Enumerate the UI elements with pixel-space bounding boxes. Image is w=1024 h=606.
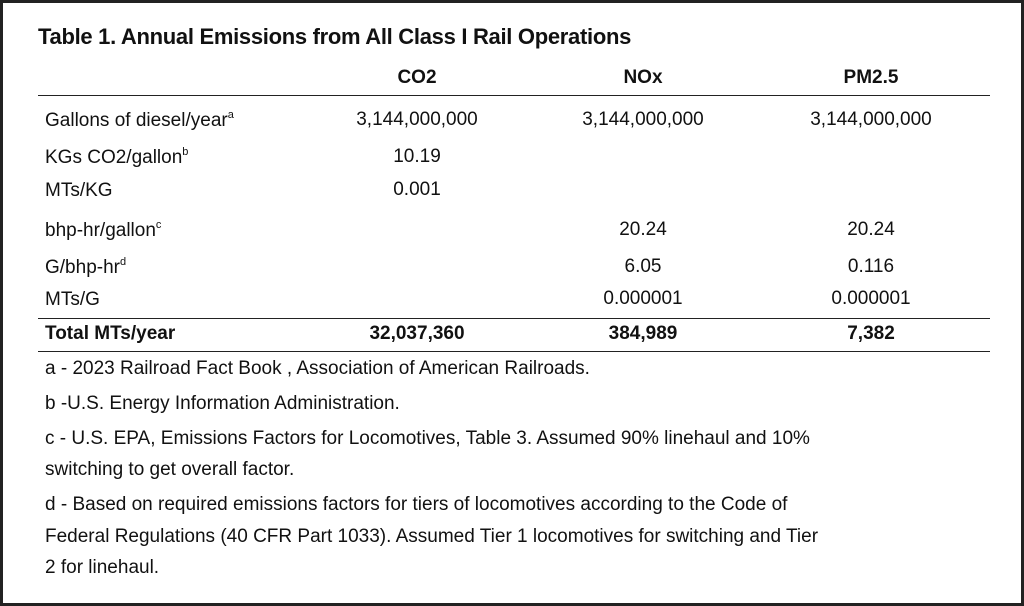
footnote: Federal Regulations (40 CFR Part 1033). … <box>45 526 819 547</box>
row-label: G/bhp-hrd <box>45 256 126 279</box>
row-label: Gallons of diesel/yeara <box>45 109 234 132</box>
footnote: 2 for linehaul. <box>45 557 160 578</box>
row-label-text: MTs/KG <box>45 180 113 201</box>
total-row: Total MTs/year 32,037,360 384,989 7,382 <box>0 323 1024 353</box>
footnote: c - U.S. EPA, Emissions Factors for Loco… <box>45 428 810 449</box>
footnote: switching to get overall factor. <box>45 459 295 480</box>
row-label-text: KGs CO2/gallon <box>45 147 183 168</box>
cell-co2: 10.19 <box>393 146 441 167</box>
table-row: Gallons of diesel/yeara 3,144,000,000 3,… <box>0 109 1024 139</box>
table-title: Table 1. Annual Emissions from All Class… <box>38 24 632 49</box>
cell-pm25: 0.116 <box>847 256 895 277</box>
footnote-marker: c <box>155 219 162 231</box>
table-row: bhp-hr/gallonc 20.24 20.24 <box>0 219 1024 249</box>
total-rule-bottom <box>38 351 990 352</box>
cell-nox: 0.000001 <box>603 288 683 309</box>
row-label-text: bhp-hr/gallon <box>45 220 156 241</box>
row-label-text: MTs/G <box>45 289 100 310</box>
header-rule <box>38 95 990 96</box>
footnote: a - 2023 Railroad Fact Book , Associatio… <box>45 358 590 379</box>
row-label-text: Gallons of diesel/year <box>45 110 228 131</box>
footnote-marker: d <box>119 256 127 268</box>
row-label: MTs/G <box>45 288 100 311</box>
table-row: MTs/KG 0.001 <box>0 179 1024 209</box>
header-nox: NOx <box>623 67 663 88</box>
cell-pm25: 20.24 <box>847 219 895 240</box>
total-co2: 32,037,360 <box>369 323 465 344</box>
table-row: G/bhp-hrd 6.05 0.116 <box>0 256 1024 286</box>
cell-pm25: 3,144,000,000 <box>810 109 932 130</box>
total-label: Total MTs/year <box>45 323 176 344</box>
cell-co2: 0.001 <box>393 179 441 200</box>
cell-pm25: 0.000001 <box>831 288 911 309</box>
footnote: b -U.S. Energy Information Administratio… <box>45 393 400 414</box>
header-row: CO2 NOx PM2.5 <box>0 67 1024 97</box>
row-label: bhp-hr/gallonc <box>45 219 161 242</box>
table-row: KGs CO2/gallonb 10.19 <box>0 146 1024 176</box>
cell-co2: 3,144,000,000 <box>356 109 478 130</box>
row-label: MTs/KG <box>45 179 113 202</box>
cell-nox: 20.24 <box>619 219 667 240</box>
footnote-marker: a <box>227 109 234 121</box>
footnote-marker: b <box>182 146 189 158</box>
cell-nox: 3,144,000,000 <box>582 109 704 130</box>
row-label-text: G/bhp-hr <box>45 257 120 278</box>
header-co2: CO2 <box>397 67 437 88</box>
table-row: MTs/G 0.000001 0.000001 <box>0 288 1024 318</box>
header-pm25: PM2.5 <box>843 67 899 88</box>
total-pm25: 7,382 <box>847 323 895 344</box>
row-label: KGs CO2/gallonb <box>45 146 188 169</box>
cell-nox: 6.05 <box>624 256 662 277</box>
footnote: d - Based on required emissions factors … <box>45 494 788 515</box>
total-nox: 384,989 <box>608 323 678 344</box>
total-rule-top <box>38 318 990 319</box>
